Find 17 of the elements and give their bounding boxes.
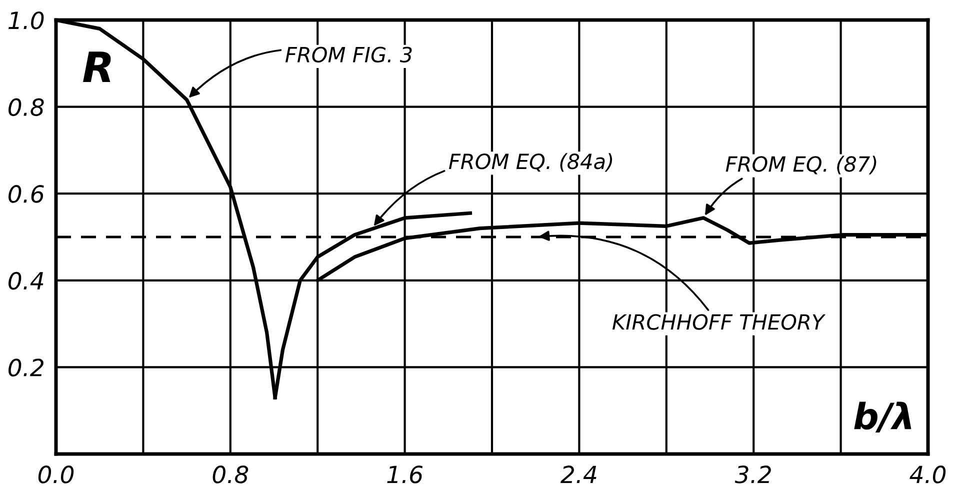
x-tick-label: 0.8 xyxy=(212,466,248,484)
y-tick-label: 0.8 xyxy=(8,98,44,116)
annotation: FROM EQ. (87) xyxy=(726,156,876,174)
x-tick-label: 4.0 xyxy=(910,466,946,484)
y-tick-label: 0.4 xyxy=(8,272,44,290)
annotation: FROM EQ. (84a) xyxy=(448,153,612,172)
x-tick-label: 0.0 xyxy=(38,466,74,484)
annotation: KIRCHHOFF THEORY xyxy=(612,314,826,330)
y-tick-label: 0.2 xyxy=(8,358,44,377)
x-tick-label: 3.2 xyxy=(734,466,771,484)
x-tick-label: 2.4 xyxy=(560,466,596,484)
annotation: FROM FIG. 3 xyxy=(285,46,412,62)
y-tick-label: 0.6 xyxy=(8,185,44,203)
x-axis-title: b/λ xyxy=(854,402,912,432)
y-tick-label: 1.0 xyxy=(8,11,44,30)
x-tick-label: 1.6 xyxy=(387,466,423,484)
y-axis-title: R xyxy=(83,52,111,82)
